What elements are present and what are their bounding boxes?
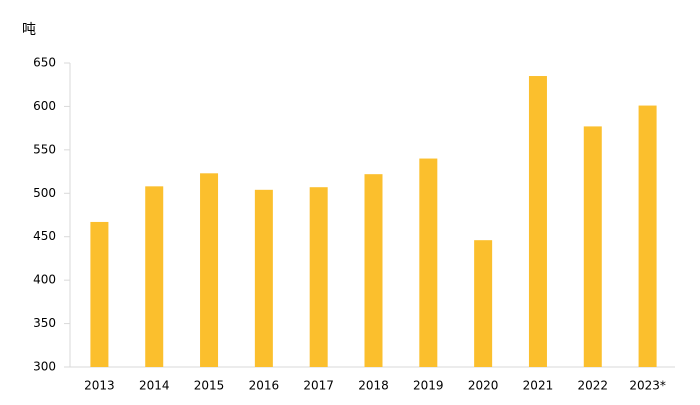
bar bbox=[638, 105, 657, 367]
x-tick-label: 2022 bbox=[577, 379, 608, 393]
bar bbox=[309, 187, 328, 367]
x-tick-label: 2017 bbox=[303, 379, 334, 393]
y-tick-label: 500 bbox=[33, 186, 56, 200]
bar bbox=[474, 240, 493, 367]
bar bbox=[200, 173, 219, 367]
x-tick-label: 2023* bbox=[629, 379, 666, 393]
y-tick-label: 450 bbox=[33, 229, 56, 243]
y-tick-label: 400 bbox=[33, 273, 56, 287]
x-tick-label: 2015 bbox=[194, 379, 225, 393]
y-tick-label: 550 bbox=[33, 142, 56, 156]
x-tick-label: 2021 bbox=[523, 379, 554, 393]
x-tick-label: 2016 bbox=[249, 379, 280, 393]
bar bbox=[90, 221, 109, 367]
bar bbox=[364, 174, 383, 367]
y-axis-label: 吨 bbox=[22, 22, 36, 38]
bar bbox=[419, 158, 438, 367]
x-tick-label: 2019 bbox=[413, 379, 444, 393]
x-tick-label: 2020 bbox=[468, 379, 499, 393]
y-tick-label: 600 bbox=[33, 99, 56, 113]
y-tick-label: 300 bbox=[33, 360, 56, 374]
x-tick-label: 2014 bbox=[139, 379, 170, 393]
bar bbox=[528, 76, 547, 368]
bar bbox=[583, 126, 602, 367]
bar bbox=[145, 186, 164, 367]
bar bbox=[254, 189, 273, 367]
y-tick-label: 350 bbox=[33, 316, 56, 330]
x-tick-label: 2013 bbox=[84, 379, 115, 393]
y-tick-label: 650 bbox=[33, 56, 56, 70]
x-tick-label: 2018 bbox=[358, 379, 389, 393]
